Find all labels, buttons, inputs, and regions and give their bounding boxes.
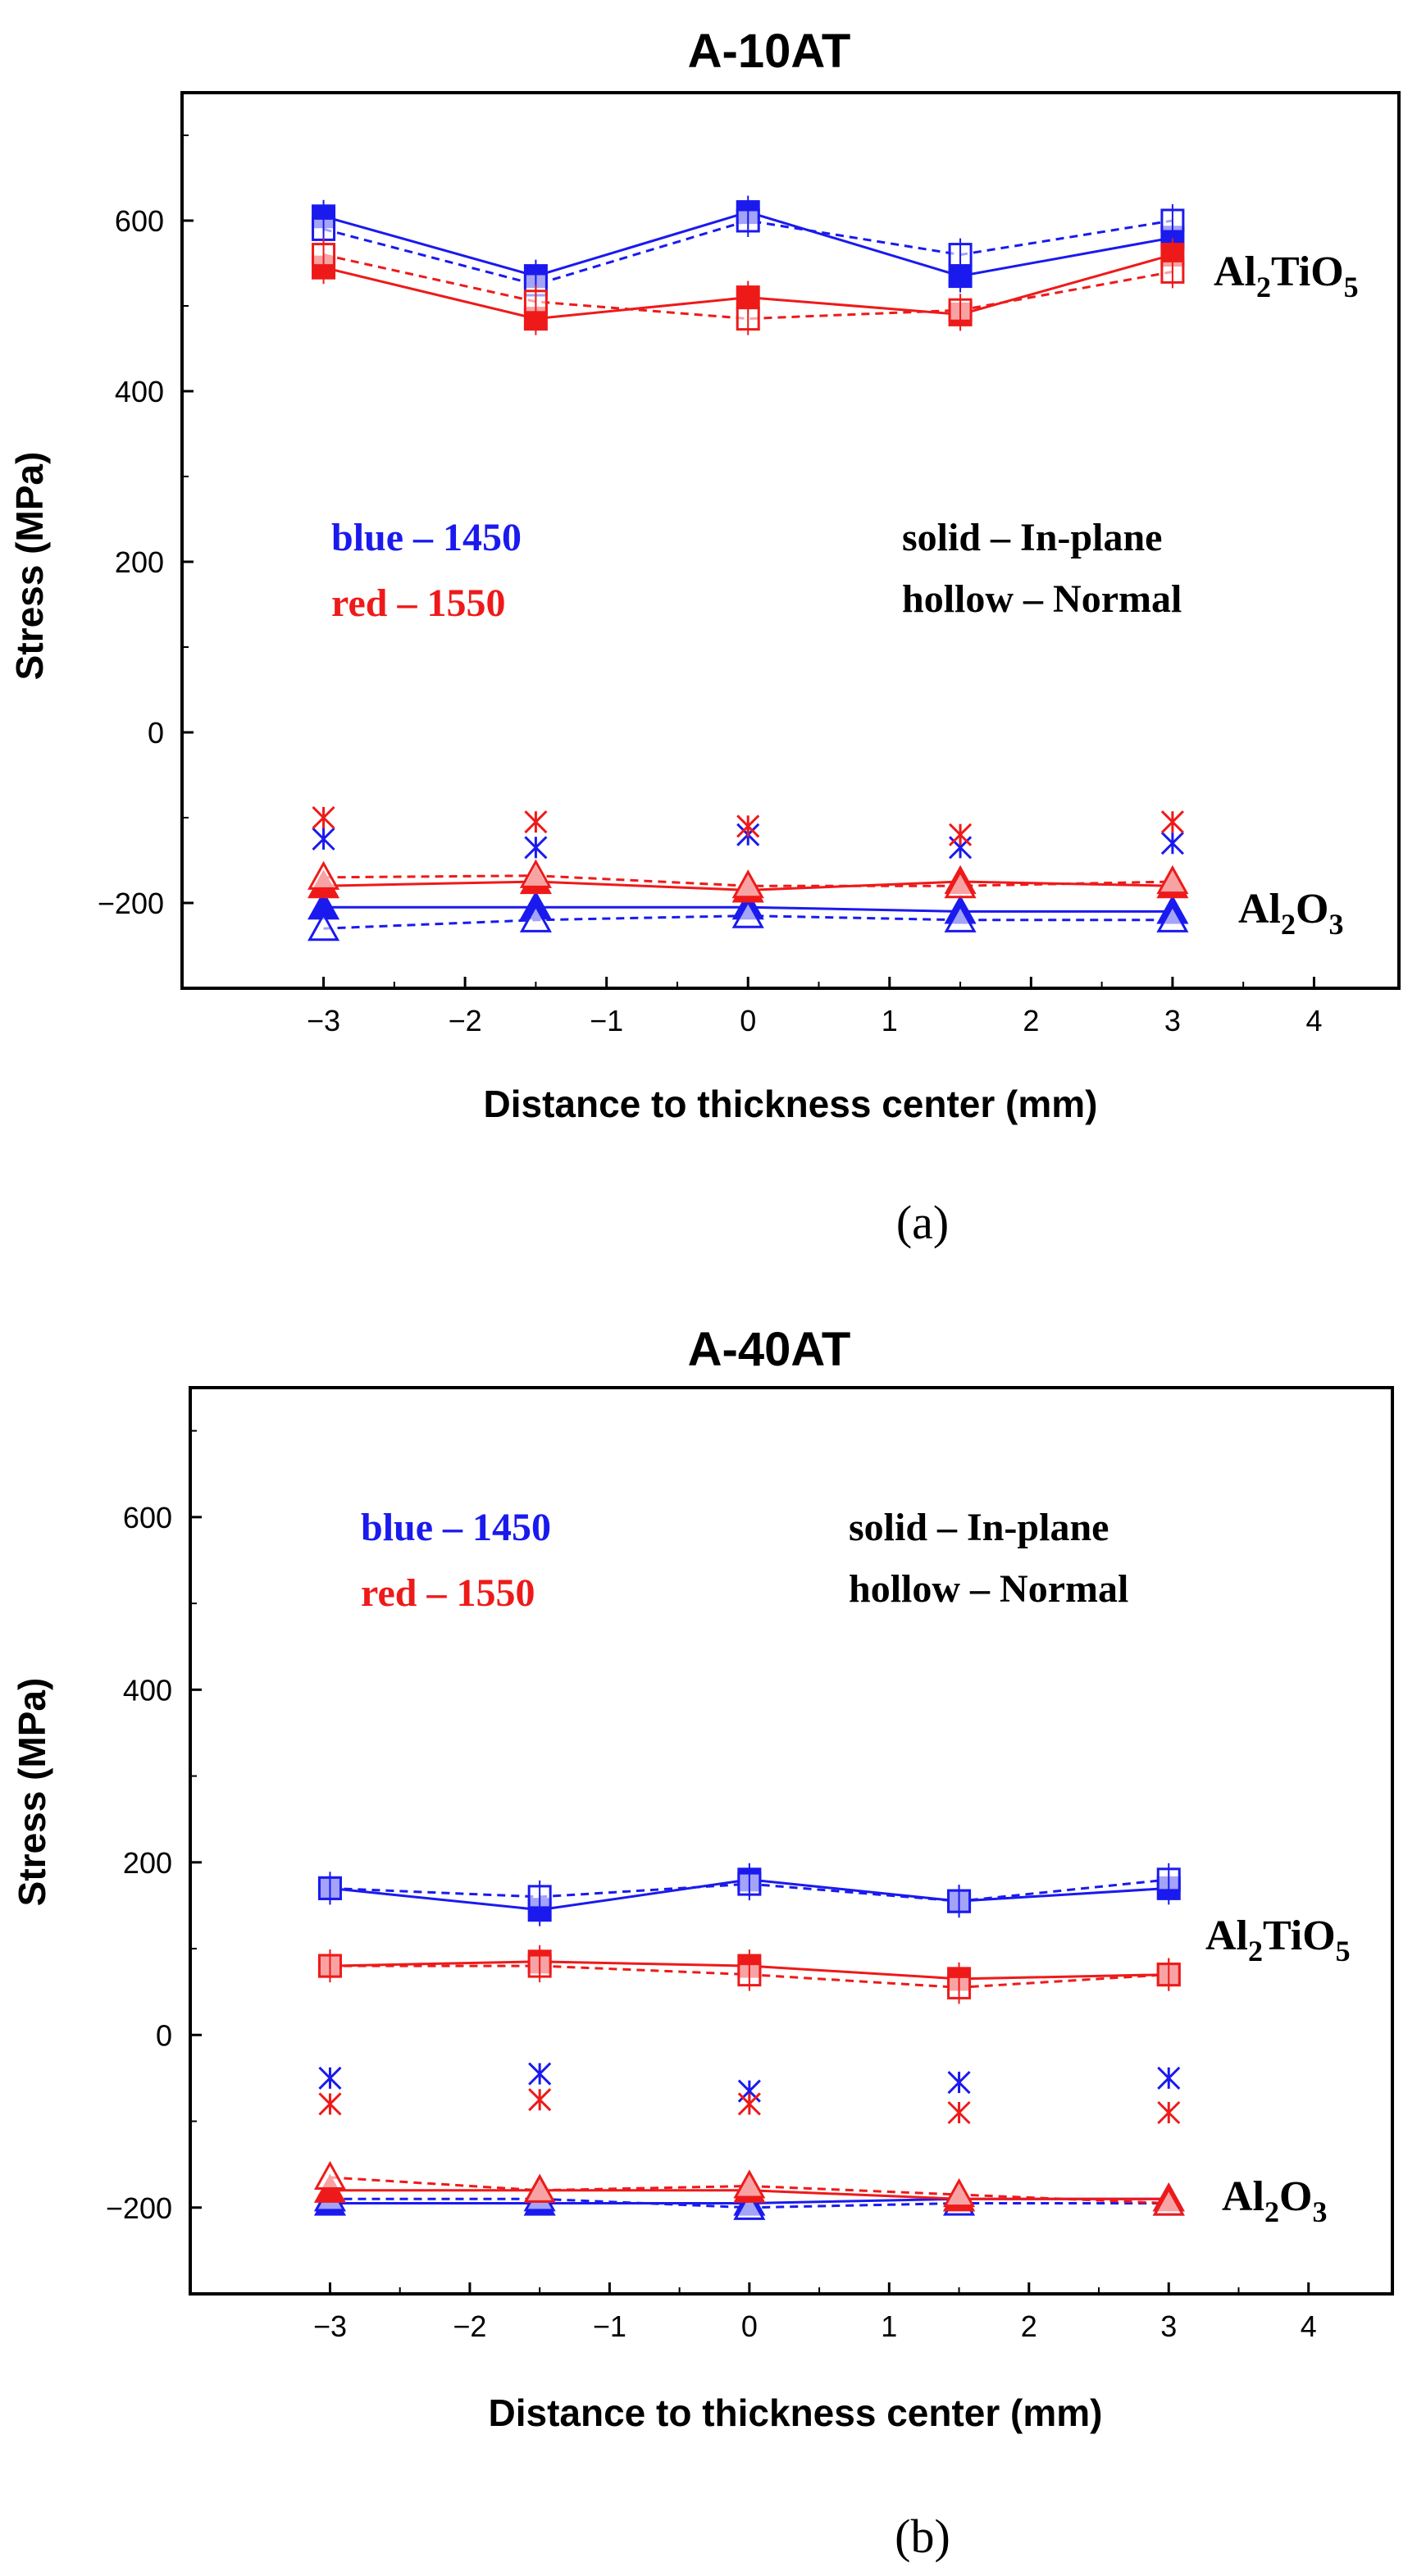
data-point	[1157, 2066, 1181, 2090]
plot-series	[313, 1862, 1185, 2220]
data-point	[733, 2191, 766, 2220]
data-point	[1157, 2100, 1181, 2125]
data-point	[944, 903, 977, 932]
data-point	[318, 2066, 342, 2090]
legend-blue-label: blue – 1450	[361, 1506, 551, 1549]
axis-ticks: −3 −2 −1 0 1 2 3 4 600 400 200 0 −200	[106, 1429, 1317, 2343]
chart-title: A-10AT	[688, 25, 851, 78]
legend-red-label: red – 1550	[361, 1571, 535, 1615]
y-tick-label: 0	[156, 2018, 172, 2052]
series	[308, 859, 1189, 899]
data-point	[528, 2062, 552, 2086]
axis-ticks: −3 −2 −1 0 1 2 3 4 600 400 200 0 −200	[98, 134, 1322, 1037]
panel-b: A-40AT −3 −2 −1 0 1 2 3 4 600 400 200 0 −200 Stress …	[11, 1323, 1394, 2563]
y-tick-label: −200	[98, 887, 164, 920]
x-tick-label: 0	[740, 1004, 756, 1037]
x-tick-label: −1	[593, 2309, 626, 2343]
series	[312, 805, 1184, 846]
x-tick-label: −3	[307, 1004, 340, 1037]
panel-caption: (b)	[895, 2510, 950, 2563]
x-tick-label: −2	[449, 1004, 482, 1037]
series	[317, 1862, 1181, 1918]
data-point	[1160, 810, 1184, 834]
x-tick-label: 2	[1023, 1004, 1039, 1037]
y-axis-label: Stress (MPa)	[11, 1678, 53, 1907]
data-point	[312, 805, 335, 830]
series	[318, 2062, 1181, 2103]
y-tick-label: −200	[106, 2191, 172, 2225]
panel-a: A-10AT −3 −2 −1 0 1 2 3 4 600 400 200 0 −200 Stress …	[8, 25, 1401, 1249]
legend-hollow-label: hollow – Normal	[849, 1567, 1128, 1611]
compound-label-al2o3: Al2O3	[1238, 886, 1343, 941]
data-point	[947, 2071, 971, 2095]
data-point	[1152, 2186, 1185, 2216]
panel-caption: (a)	[896, 1196, 949, 1249]
compound-label-al2tio5: Al2TiO5	[1205, 1913, 1351, 1967]
y-tick-label: 200	[115, 545, 164, 579]
data-point	[731, 869, 764, 899]
data-point	[949, 823, 973, 846]
data-point	[528, 2088, 552, 2112]
x-tick-label: 4	[1301, 2309, 1317, 2343]
x-tick-label: 4	[1305, 1004, 1322, 1037]
x-axis-label: Distance to thickness center (mm)	[483, 1083, 1097, 1125]
series	[318, 2088, 1181, 2125]
series	[313, 2160, 1185, 2216]
y-tick-label: 0	[148, 716, 164, 750]
data-point	[731, 899, 764, 928]
plot-frame	[189, 1386, 1394, 2296]
plot-series	[308, 195, 1189, 941]
data-point	[519, 859, 552, 888]
chart-title: A-40AT	[688, 1323, 851, 1376]
x-tick-label: −3	[313, 2309, 347, 2343]
x-tick-label: −1	[590, 1004, 623, 1037]
x-tick-label: 0	[741, 2309, 758, 2343]
data-point	[944, 869, 977, 899]
data-point	[947, 2100, 971, 2125]
legend-red-label: red – 1550	[331, 581, 505, 625]
y-axis-label: Stress (MPa)	[8, 452, 51, 681]
compound-label-al2tio5: Al2TiO5	[1214, 248, 1359, 303]
x-tick-label: 1	[881, 2309, 897, 2343]
data-point	[524, 836, 548, 859]
data-point	[524, 810, 548, 834]
y-tick-label: 400	[123, 1673, 172, 1707]
x-tick-label: 3	[1164, 1004, 1181, 1037]
data-point	[1156, 864, 1189, 895]
data-point	[1156, 903, 1189, 932]
data-point	[313, 2160, 347, 2191]
y-tick-label: 600	[115, 204, 164, 238]
data-point	[737, 2092, 761, 2116]
legend-solid-label: solid – In-plane	[849, 1506, 1109, 1549]
legend-hollow-label: hollow – Normal	[902, 577, 1182, 621]
y-tick-label: 400	[115, 375, 164, 408]
x-axis-label: Distance to thickness center (mm)	[488, 2391, 1102, 2434]
x-tick-label: −2	[453, 2309, 486, 2343]
data-point	[308, 912, 340, 941]
legend-blue-label: blue – 1450	[331, 516, 522, 559]
plot-frame	[180, 91, 1401, 990]
data-point	[519, 903, 552, 932]
series	[317, 1949, 1181, 2004]
x-tick-label: 1	[882, 1004, 898, 1037]
data-point	[736, 814, 760, 838]
y-tick-label: 600	[123, 1501, 172, 1534]
legend-solid-label: solid – In-plane	[902, 516, 1162, 559]
series	[312, 238, 1185, 335]
series-line	[323, 253, 1173, 321]
data-point	[523, 2173, 556, 2203]
compound-label-al2o3: Al2O3	[1222, 2173, 1327, 2228]
data-point	[943, 2177, 976, 2208]
series-line	[323, 219, 1173, 286]
data-point	[733, 2169, 766, 2199]
data-point	[308, 860, 340, 890]
data-point	[318, 2092, 342, 2116]
x-tick-label: 3	[1160, 2309, 1177, 2343]
data-point	[1160, 832, 1184, 855]
y-tick-label: 200	[123, 1846, 172, 1880]
series	[308, 899, 1189, 941]
data-point	[312, 827, 335, 851]
x-tick-label: 2	[1021, 2309, 1037, 2343]
